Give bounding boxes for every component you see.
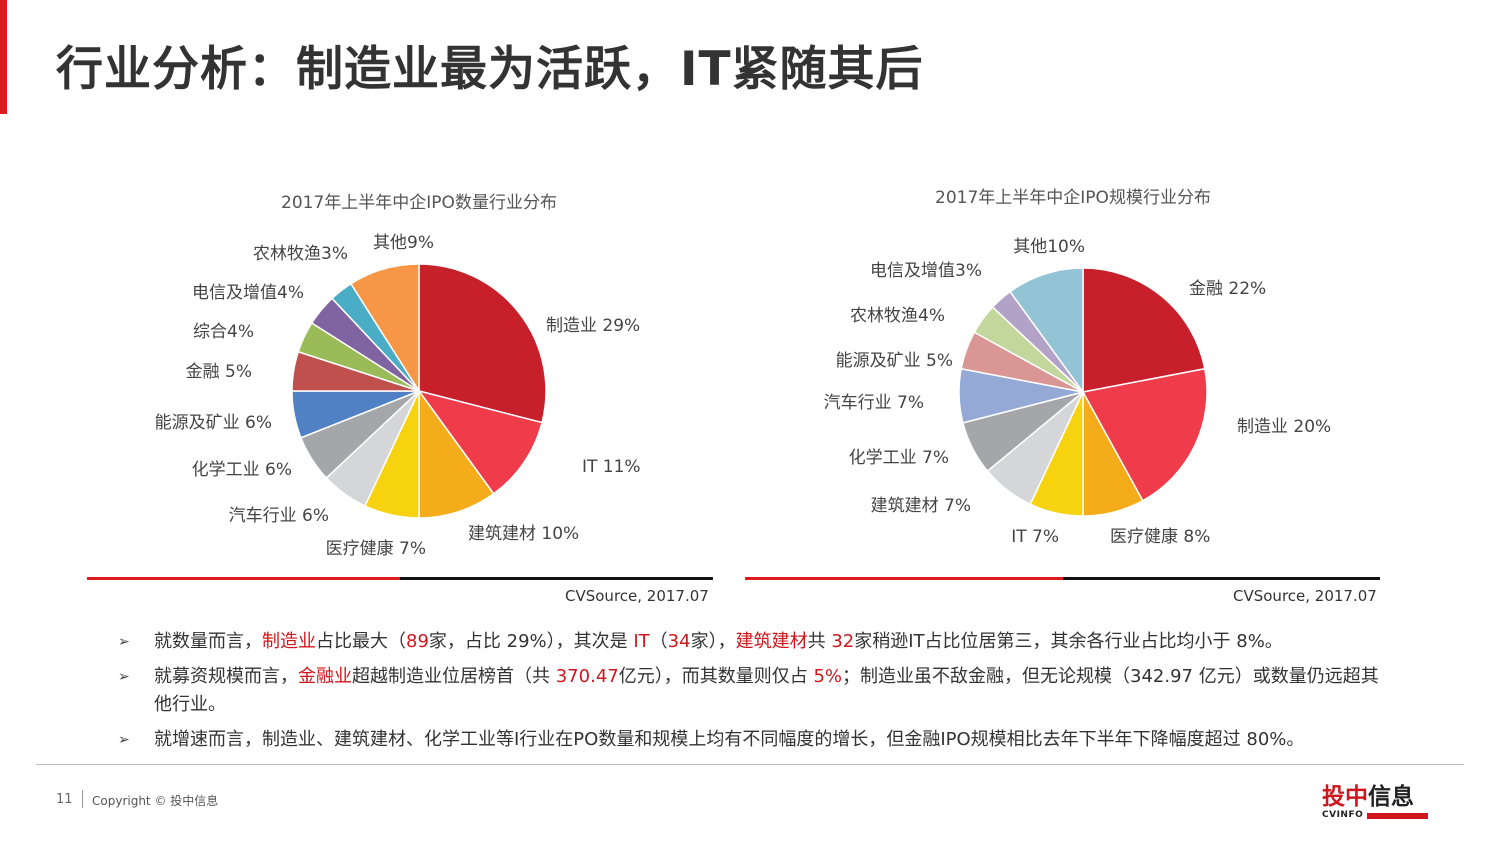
divider-red-right [745,577,1063,580]
arrow-bullet-icon: ➢ [118,732,130,748]
bullet-text: 就增速而言，制造业、建筑建材、化学工业等I行业在PO数量和规模上均有不同幅度的增… [154,729,1305,750]
bullet-item: ➢ 就增速而言，制造业、建筑建材、化学工业等I行业在PO数量和规模上均有不同幅度的… [118,726,1383,754]
slice-label: 医疗健康 8% [1110,527,1210,547]
bullet-text: （ [649,631,668,652]
bullet-text: 就募资规模而言， [154,666,298,687]
bullet-text: 就数量而言， [154,631,262,652]
slice-label: IT 7% [1011,527,1059,547]
highlight-text: 5% [813,666,843,687]
bullet-list: ➢ 就数量而言，制造业占比最大（89家，占比 29%），其次是 IT（34家），建… [118,628,1383,761]
chart-title: 2017年上半年中企IPO规模行业分布 [935,188,1211,208]
slice-label: 能源及矿业 5% [836,351,953,371]
highlight-text: 建筑建材 [735,631,808,652]
pie-slice [349,263,420,394]
slice-label: 电信及增值3% [870,261,982,281]
chart-title: 2017年上半年中企IPO数量行业分布 [281,193,557,213]
cvinfo-logo: 投中信息 CVINFO [1322,784,1428,824]
page-title: 行业分析：制造业最为活跃，IT紧随其后 [56,42,924,97]
bullet-text: 家，占比 29%），其次是 [428,631,634,652]
copyright-text: Copyright © 投中信息 [92,794,219,808]
logo-text-en: CVINFO [1322,810,1364,820]
slice-label: 其他9% [373,233,434,253]
highlight-text: IT [633,631,650,652]
source-left: CVSource, 2017.07 [565,587,709,605]
bullet-text: 占比最大（ [316,631,406,652]
slice-label: 汽车行业 6% [229,506,329,526]
highlight-text: 制造业 [262,631,316,652]
slice-label: 综合4% [193,322,254,342]
slice-label: 制造业 20% [1237,417,1331,437]
slice-label: 医疗健康 7% [326,539,426,559]
highlight-text: 89 [406,631,429,652]
highlight-text: 32 [831,631,855,652]
bullet-text: 超越制造业位居榜首（共 [352,666,556,687]
slice-label: 化学工业 6% [192,460,292,480]
bullet-text: 家稍逊IT占比位居第三，其余各行业占比均小于 8%。 [854,631,1283,652]
chart-ipo-scale: 2017年上半年中企IPO规模行业分布金融 22% 制造业 20% 医疗健康 8% I… [740,170,1390,610]
slice-label: 金融 5% [186,362,252,382]
pie-slice [418,388,495,519]
bullet-text: ；制造业虽不敌金融，但无论规模（342.97 亿元）或数量仍远超其他行业。 [154,666,1379,715]
slice-label: 农林牧渔3% [253,244,348,264]
chart-ipo-count: 2017年上半年中企IPO数量行业分布制造业 29% IT 11% 建筑建材 10%… [80,170,730,610]
pie-slice [418,263,547,424]
bullet-text: 家）， [690,631,736,652]
slice-label: 电信及增值4% [192,283,304,303]
highlight-text: 34 [667,631,691,652]
pie-slice [417,389,543,495]
logo-bar [1367,813,1428,819]
slice-label: 建筑建材 7% [871,496,971,516]
bullet-text: 共 [807,631,832,652]
logo-text-dark: 信息 [1368,784,1414,810]
logo-text-red: 投中 [1322,784,1368,810]
divider-black-right [1063,577,1380,580]
slice-label: 其他10% [1013,237,1085,257]
slice-label: 汽车行业 7% [824,393,924,413]
bullet-item: ➢ 就数量而言，制造业占比最大（89家，占比 29%），其次是 IT（34家），建… [118,628,1383,656]
arrow-bullet-icon: ➢ [118,669,130,685]
slice-label: IT 11% [582,457,641,477]
pie-slice [1082,267,1206,393]
red-edge-accent [0,0,7,114]
bullet-text: 亿元），而其数量则仅占 [618,666,814,687]
footer-separator [82,790,83,808]
slice-label: 化学工业 7% [849,448,949,468]
highlight-text: 金融业 [298,666,352,687]
slice-label: 金融 22% [1189,279,1266,299]
pie-slice [1009,267,1084,395]
bullet-item: ➢ 就募资规模而言，金融业超越制造业位居榜首（共 370.47亿元），而其数量则仅… [118,663,1383,719]
highlight-text: 370.47 [555,666,619,687]
footer-divider [36,764,1464,765]
arrow-bullet-icon: ➢ [118,634,130,650]
slice-label: 能源及矿业 6% [155,413,272,433]
slice-label: 制造业 29% [546,316,640,336]
page-number: 11 [56,792,73,807]
pie-slice [1081,367,1208,502]
slice-label: 农林牧渔4% [850,306,945,326]
divider-black-left [400,577,713,580]
source-right: CVSource, 2017.07 [1233,587,1377,605]
slice-label: 建筑建材 10% [468,524,579,544]
divider-red-left [87,577,400,580]
